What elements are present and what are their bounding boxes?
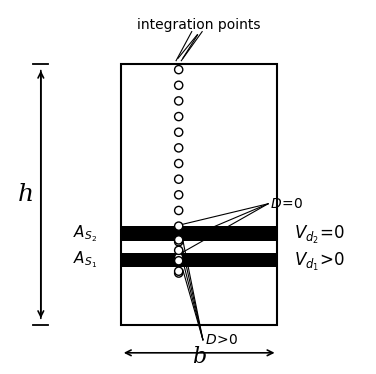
Text: $A_{S_2}$: $A_{S_2}$ [73, 223, 97, 244]
Circle shape [174, 128, 183, 137]
Circle shape [174, 236, 183, 244]
Circle shape [174, 113, 183, 121]
Circle shape [174, 159, 183, 168]
Text: integration points: integration points [138, 18, 261, 32]
Circle shape [174, 175, 183, 183]
Circle shape [174, 97, 183, 105]
Text: $V_{d_2}\!=\!0$: $V_{d_2}\!=\!0$ [294, 224, 346, 246]
Circle shape [174, 237, 183, 246]
Circle shape [174, 206, 183, 215]
Circle shape [174, 257, 183, 265]
Bar [121, 252, 277, 267]
Text: h: h [18, 183, 34, 206]
Circle shape [174, 191, 183, 199]
Circle shape [174, 222, 183, 230]
Text: $D\!=\!0$: $D\!=\!0$ [270, 197, 303, 211]
Bar [121, 64, 277, 325]
Circle shape [174, 267, 183, 275]
Text: $D\!>\!0$: $D\!>\!0$ [205, 333, 238, 347]
Text: $V_{d_1}\!>\!0$: $V_{d_1}\!>\!0$ [294, 251, 346, 273]
Text: b: b [192, 346, 206, 368]
Circle shape [174, 253, 183, 261]
Circle shape [174, 81, 183, 89]
Circle shape [174, 269, 183, 277]
Circle shape [174, 246, 183, 254]
Bar [121, 227, 277, 240]
Circle shape [174, 65, 183, 74]
Circle shape [174, 144, 183, 152]
Text: $A_{S_1}$: $A_{S_1}$ [73, 249, 97, 270]
